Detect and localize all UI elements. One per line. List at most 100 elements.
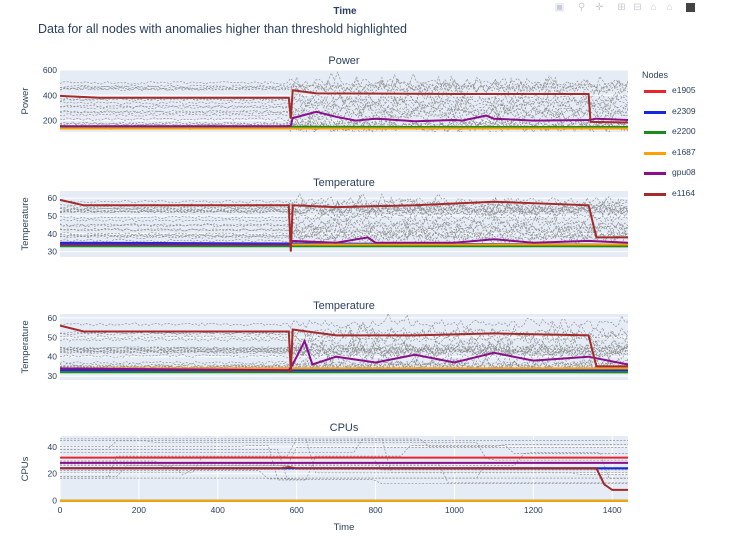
subplot-2: 30 40 50 60 Temperature Temperature <box>20 177 628 257</box>
gray-node-line <box>60 440 628 461</box>
gray-node-line <box>60 199 628 216</box>
y-axis-title: CPUs <box>20 456 31 481</box>
legend-label: e1905 <box>672 85 696 95</box>
y-tick-label: 400 <box>43 90 57 100</box>
gray-node-line <box>60 438 628 479</box>
y-tick-label: 20 <box>48 469 58 479</box>
plot-traces <box>60 193 628 252</box>
x-tick-label: 1000 <box>445 505 464 515</box>
legend-swatch <box>644 172 666 175</box>
legend-label: gpu08 <box>672 167 696 177</box>
gray-node-line <box>60 200 628 217</box>
y-tick-label: 60 <box>48 193 58 203</box>
series-line-e1164 <box>60 465 628 491</box>
x-tick-label: 600 <box>290 505 304 515</box>
gray-node-line <box>60 339 628 357</box>
camera-icon[interactable]: ▣ <box>554 2 565 13</box>
legend-item-e1164[interactable]: e1164 <box>642 187 730 201</box>
y-tick-label: 600 <box>43 65 57 75</box>
legend-swatch <box>644 110 666 114</box>
subplot-1: 200 400 600 Power Power <box>20 55 628 132</box>
legend-label: e1164 <box>672 187 696 198</box>
plotly-logo[interactable] <box>686 3 695 12</box>
gray-node-line <box>60 71 628 89</box>
gray-node-line <box>60 213 628 230</box>
plot-traces <box>60 314 628 374</box>
legend-swatch <box>644 90 666 93</box>
y-tick-label: 50 <box>48 211 58 221</box>
zoom-out-icon[interactable]: ⊟ <box>633 2 642 13</box>
legend-item-e1687[interactable]: e1687 <box>642 146 730 160</box>
legend-item-e1905[interactable]: e1905 <box>642 84 730 98</box>
gray-node-line <box>60 75 628 93</box>
page-title: Data for all nodes with anomalies higher… <box>38 22 407 36</box>
gray-node-line <box>60 445 628 481</box>
gray-node-line <box>60 325 628 343</box>
legend-label: e2309 <box>672 105 696 116</box>
y-tick-label: 40 <box>48 442 58 452</box>
series-line-gpu08 <box>60 338 628 372</box>
gray-node-line <box>60 339 628 358</box>
legend-swatch <box>644 192 666 196</box>
gray-node-line <box>60 314 628 330</box>
reset-icon[interactable]: ⌂ <box>666 2 673 13</box>
gray-node-line <box>60 95 628 114</box>
legend-swatch <box>644 151 666 155</box>
gray-node-line <box>60 336 628 354</box>
legend-swatch <box>644 131 666 134</box>
zoom-in-icon[interactable]: ⊞ <box>617 2 626 13</box>
gray-node-line <box>60 460 628 476</box>
series-line-gpu08 <box>60 110 628 128</box>
y-axis-title: Power <box>20 88 31 115</box>
gray-node-line <box>60 223 628 241</box>
y-tick-label: 40 <box>48 229 58 239</box>
gray-node-line <box>60 110 628 125</box>
subplot-title: Power <box>328 55 360 67</box>
zoom-icon[interactable]: ⚲ <box>577 2 586 13</box>
gray-node-line <box>60 90 628 109</box>
legend-item-e2309[interactable]: e2309 <box>642 105 730 119</box>
top-x-axis-title: Time <box>333 6 357 17</box>
gray-node-line <box>60 456 628 474</box>
gray-node-line <box>60 218 628 235</box>
series-line-e1164 <box>60 89 628 124</box>
y-tick-label: 60 <box>48 313 58 323</box>
gray-node-line <box>60 438 628 474</box>
legend-label: e2200 <box>672 126 696 136</box>
gray-node-line <box>60 224 628 239</box>
y-tick-label: 200 <box>43 116 57 126</box>
x-axis-title: Time <box>334 522 355 533</box>
gray-node-line <box>60 74 628 92</box>
legend-item-gpu08[interactable]: gpu08 <box>642 166 730 180</box>
autoscale-icon[interactable]: ⌂ <box>650 2 657 13</box>
gray-node-line <box>60 196 628 212</box>
gray-node-line <box>60 447 628 477</box>
x-tick-label: 1400 <box>603 505 622 515</box>
plot-traces <box>60 438 628 502</box>
subplot-title: Temperature <box>313 177 375 189</box>
gray-node-line <box>60 229 628 246</box>
gray-node-line <box>60 219 628 235</box>
legend-title: Nodes <box>642 70 669 80</box>
y-tick-label: 0 <box>52 496 57 506</box>
gray-node-line <box>60 449 628 485</box>
gray-node-line <box>60 463 628 484</box>
gray-node-line <box>60 336 628 354</box>
y-tick-label: 50 <box>48 332 58 342</box>
x-tick-label: 0 <box>58 505 63 515</box>
x-tick-label: 800 <box>368 505 382 515</box>
y-tick-label: 30 <box>48 247 58 257</box>
gray-node-line <box>60 94 628 112</box>
legend: Nodes e1905 e2309 e2200 e1687 gpu08 e1164 <box>638 70 730 210</box>
series-line-e1164 <box>60 198 628 252</box>
gray-node-line <box>60 353 628 371</box>
y-tick-label: 40 <box>48 352 58 362</box>
pan-icon[interactable]: ✛ <box>595 2 604 13</box>
gray-node-line <box>60 351 628 369</box>
x-tick-label: 200 <box>132 505 146 515</box>
gray-node-line <box>60 209 628 226</box>
modebar: ▣ ⚲ ✛ ⊞ ⊟ ⌂ ⌂ <box>552 3 702 15</box>
legend-item-e2200[interactable]: e2200 <box>642 125 730 139</box>
